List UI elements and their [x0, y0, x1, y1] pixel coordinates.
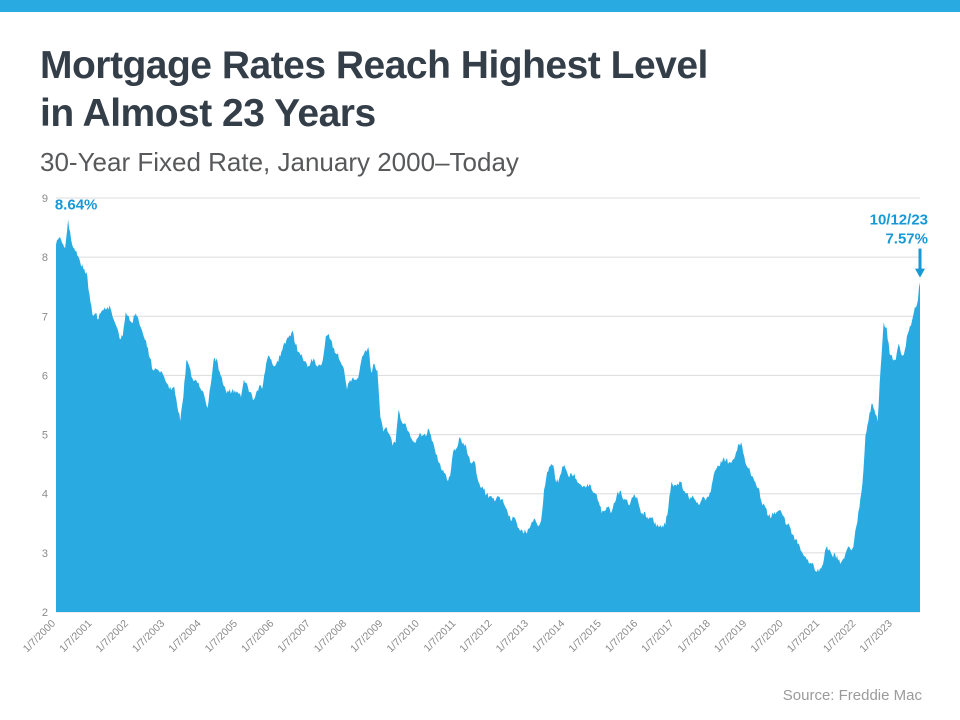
page-subtitle: 30-Year Fixed Rate, January 2000–Today: [40, 147, 519, 178]
x-axis-tick-label: 1/7/2004: [166, 618, 203, 655]
x-axis-tick-label: 1/7/2014: [530, 618, 567, 655]
y-axis-tick-label: 5: [42, 430, 48, 442]
x-axis-tick-label: 1/7/2023: [857, 618, 894, 655]
y-axis-tick-label: 7: [42, 311, 48, 323]
peak-annotation: 8.64%: [55, 196, 98, 213]
x-axis-tick-label: 1/7/2011: [421, 618, 458, 655]
page-title-line1: Mortgage Rates Reach Highest Level: [40, 44, 708, 87]
x-axis-tick-label: 1/7/2017: [639, 618, 676, 655]
x-axis-tick-label: 1/7/2022: [821, 618, 858, 655]
y-axis-tick-label: 6: [42, 371, 48, 383]
x-axis-tick-label: 1/7/2009: [348, 618, 385, 655]
top-accent-bar: [0, 0, 960, 12]
x-axis-tick-label: 1/7/2020: [748, 618, 785, 655]
page-title-line2: in Almost 23 Years: [40, 91, 376, 135]
chart-area: 2 3 4 5 6 7 8 9 1/7/2000 1/7/2001 1/7/2002 1/7/2003…: [0, 178, 960, 689]
y-axis-tick-label: 3: [42, 548, 48, 560]
down-arrow-head-icon: [915, 268, 925, 278]
rate-area: [56, 219, 920, 613]
y-axis-tick-label: 8: [42, 252, 48, 264]
x-axis-tick-label: 1/7/2000: [21, 618, 58, 655]
y-axis-tick-label: 4: [42, 489, 48, 501]
x-axis-tick-label: 1/7/2002: [94, 618, 131, 655]
x-axis-tick-label: 1/7/2005: [203, 618, 240, 655]
y-axis-tick-label: 9: [42, 193, 48, 205]
mortgage-rate-chart: 2 3 4 5 6 7 8 9 1/7/2000 1/7/2001 1/7/20021/7/2003…: [21, 193, 928, 655]
x-axis-tick-label: 1/7/2003: [130, 618, 167, 655]
x-axis-tick-label: 1/7/2015: [566, 618, 603, 655]
x-axis-tick-label: 1/7/2008: [312, 618, 349, 655]
x-axis-tick-label: 1/7/2016: [603, 618, 640, 655]
y-axis-tick-label: 2: [42, 607, 48, 619]
x-axis-tick-label: 1/7/2019: [712, 618, 749, 655]
page-title: Mortgage Rates Reach Highest Level in Al…: [40, 42, 920, 137]
x-axis-tick-label: 1/7/2007: [275, 618, 312, 655]
x-axis-tick-label: 1/7/2001: [57, 618, 94, 655]
x-axis-tick-label: 1/7/2012: [457, 618, 494, 655]
header: Mortgage Rates Reach Highest Level in Al…: [0, 12, 960, 178]
x-axis-tick-label: 1/7/2010: [385, 618, 422, 655]
latest-value-annotation: 7.57%: [885, 231, 928, 248]
source-credit: Source: Freddie Mac: [782, 687, 922, 704]
x-axis-tick-label: 1/7/2006: [239, 618, 276, 655]
x-axis-tick-label: 1/7/2018: [676, 618, 713, 655]
x-axis-tick-label: 1/7/2021: [785, 618, 822, 655]
x-axis-tick-label: 1/7/2013: [494, 618, 531, 655]
latest-date-annotation: 10/12/23: [870, 212, 928, 229]
